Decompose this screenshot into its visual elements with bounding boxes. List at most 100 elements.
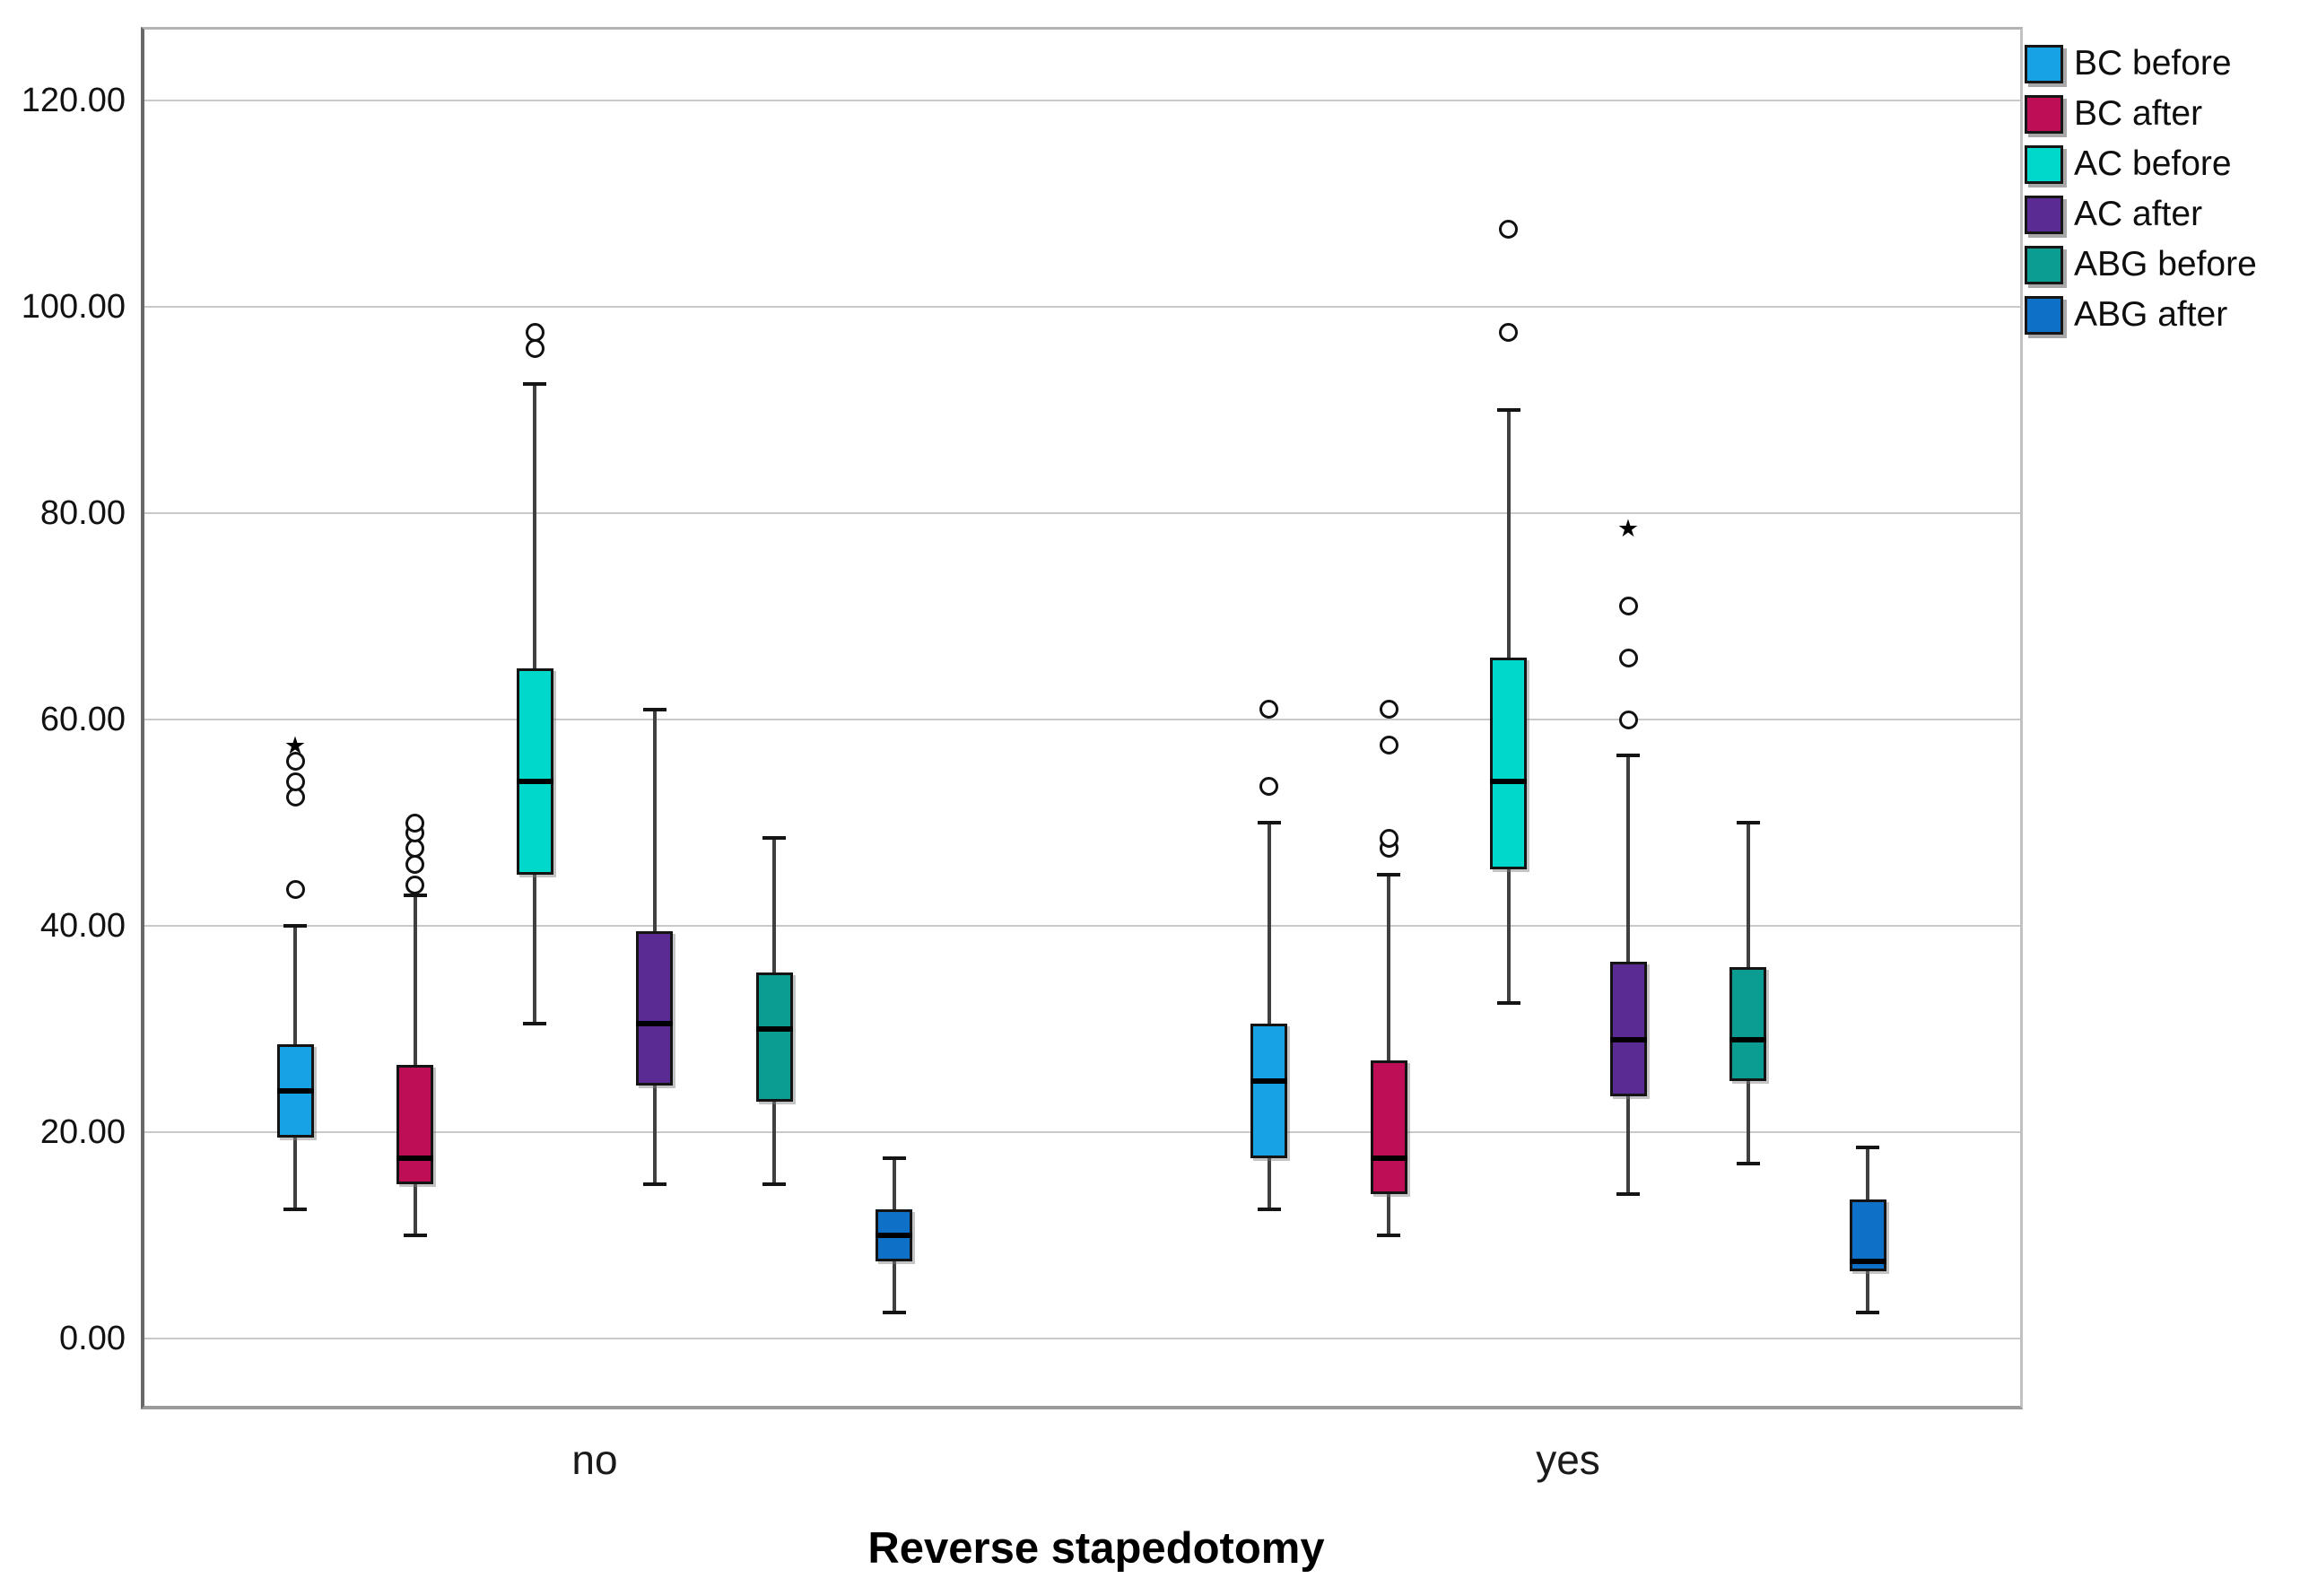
- whisker-cap-low-ac-before-yes: [1496, 1001, 1520, 1006]
- box-abg-before-no: [755, 972, 793, 1102]
- extreme-ac-after-yes-78.5: ★: [1616, 515, 1640, 543]
- ytick-label-100: 100.00: [21, 288, 126, 326]
- median-abg-before-yes: [1729, 1036, 1766, 1042]
- whisker-upper-abg-after-yes: [1866, 1147, 1869, 1199]
- box-ac-before-yes: [1490, 658, 1527, 869]
- whisker-lower-bc-after-yes: [1387, 1194, 1390, 1235]
- whisker-cap-low-bc-before-yes: [1257, 1208, 1281, 1212]
- outlier-bc-before-yes-61: [1259, 700, 1278, 719]
- median-abg-after-yes: [1849, 1258, 1886, 1264]
- whisker-cap-high-ac-before-yes: [1496, 408, 1520, 412]
- median-ac-before-no: [516, 779, 553, 784]
- gridline-100: [144, 306, 2020, 308]
- outlier-ac-before-yes-107.5: [1499, 220, 1518, 240]
- plot-area: [141, 27, 2023, 1409]
- whisker-upper-bc-before-yes: [1267, 823, 1271, 1025]
- whisker-upper-bc-before-no: [293, 926, 297, 1045]
- whisker-cap-low-bc-before-no: [283, 1208, 307, 1212]
- median-abg-after-no: [876, 1233, 912, 1238]
- ytick-label-40: 40.00: [39, 907, 126, 945]
- legend-swatch-bc-before: [2025, 45, 2063, 83]
- box-bc-after-yes: [1370, 1060, 1407, 1194]
- ytick-label-20: 20.00: [39, 1113, 126, 1151]
- outlier-bc-after-no-44: [405, 875, 424, 894]
- legend-swatch-bc-after: [2025, 95, 2063, 134]
- ytick-label-120: 120.00: [21, 82, 126, 119]
- outlier-bc-after-no-50: [405, 813, 424, 833]
- x-category-yes: yes: [1536, 1436, 1600, 1483]
- whisker-upper-abg-after-no: [892, 1157, 896, 1210]
- outlier-ac-after-yes-71: [1618, 597, 1638, 615]
- whisker-lower-ac-before-yes: [1506, 868, 1511, 1004]
- gridline-20: [144, 1131, 2020, 1133]
- gridline-40: [144, 925, 2020, 927]
- legend-label-bc-after: BC after: [2074, 94, 2203, 133]
- whisker-lower-abg-before-no: [772, 1101, 776, 1184]
- whisker-upper-abg-before-no: [772, 838, 776, 972]
- legend-label-abg-before: ABG before: [2074, 245, 2257, 283]
- whisker-cap-low-abg-after-yes: [1856, 1311, 1879, 1315]
- box-ac-before-no: [516, 667, 553, 875]
- legend-swatch-ac-before: [2025, 145, 2063, 184]
- whisker-cap-high-ac-before-no: [523, 382, 546, 387]
- legend-label-abg-after: ABG after: [2074, 295, 2228, 334]
- whisker-cap-high-abg-before-no: [762, 836, 786, 841]
- whisker-lower-abg-after-yes: [1866, 1271, 1869, 1313]
- whisker-upper-ac-before-no: [533, 384, 536, 668]
- whisker-cap-low-abg-before-no: [762, 1182, 786, 1186]
- ytick-label-60: 60.00: [39, 701, 126, 738]
- outlier-bc-after-yes-61: [1379, 700, 1398, 719]
- ytick-label-80: 80.00: [39, 494, 126, 532]
- box-ac-after-yes: [1609, 962, 1647, 1096]
- outlier-bc-before-no-56: [285, 751, 305, 771]
- median-bc-before-yes: [1250, 1077, 1287, 1084]
- whisker-cap-high-bc-after-no: [403, 893, 427, 897]
- whisker-cap-high-bc-after-yes: [1377, 872, 1400, 876]
- legend-swatch-ac-after: [2025, 196, 2063, 234]
- outlier-bc-after-yes-48.5: [1379, 828, 1398, 848]
- box-bc-before-yes: [1250, 1024, 1287, 1158]
- whisker-lower-bc-after-no: [413, 1183, 417, 1235]
- outlier-bc-before-no-54: [285, 772, 305, 791]
- whisker-cap-low-bc-after-yes: [1377, 1234, 1400, 1237]
- whisker-lower-abg-before-yes: [1746, 1080, 1750, 1164]
- whisker-cap-low-bc-after-no: [403, 1234, 427, 1237]
- whisker-lower-ac-before-no: [533, 874, 536, 1025]
- outlier-bc-before-no-43.5: [285, 880, 305, 900]
- whisker-upper-bc-after-no: [413, 894, 417, 1066]
- whisker-cap-low-abg-before-yes: [1736, 1161, 1760, 1165]
- whisker-lower-ac-after-yes: [1626, 1095, 1630, 1194]
- box-abg-before-yes: [1729, 967, 1766, 1081]
- box-bc-after-no: [396, 1065, 433, 1184]
- outlier-ac-before-yes-97.5: [1499, 323, 1518, 343]
- median-ac-after-no: [636, 1021, 673, 1027]
- extreme-bc-before-no-57.5: ★: [283, 731, 307, 759]
- whisker-upper-ac-after-yes: [1626, 755, 1630, 963]
- whisker-upper-ac-before-yes: [1506, 410, 1511, 658]
- whisker-cap-low-ac-after-yes: [1616, 1192, 1640, 1196]
- outlier-bc-after-yes-57.5: [1379, 736, 1398, 755]
- whisker-cap-high-abg-before-yes: [1736, 821, 1760, 824]
- whisker-lower-ac-after-no: [652, 1086, 657, 1184]
- outlier-bc-before-yes-53.5: [1259, 777, 1278, 797]
- whisker-cap-high-bc-before-yes: [1257, 821, 1281, 824]
- gridline-80: [144, 512, 2020, 514]
- median-bc-before-no: [276, 1088, 314, 1094]
- whisker-cap-high-abg-after-no: [882, 1156, 906, 1160]
- whisker-cap-high-ac-after-yes: [1616, 754, 1640, 758]
- median-bc-after-no: [396, 1155, 433, 1161]
- median-ac-after-yes: [1609, 1036, 1647, 1042]
- legend-label-ac-after: AC after: [2074, 195, 2203, 233]
- median-ac-before-yes: [1490, 779, 1527, 784]
- outlier-ac-after-yes-66: [1618, 648, 1638, 667]
- x-category-no: no: [571, 1436, 618, 1483]
- whisker-cap-high-bc-before-no: [283, 924, 307, 928]
- whisker-upper-ac-after-no: [652, 709, 657, 931]
- median-abg-before-no: [755, 1026, 793, 1032]
- whisker-cap-high-abg-after-yes: [1856, 1146, 1879, 1150]
- box-ac-after-no: [636, 930, 673, 1086]
- whisker-lower-abg-after-no: [892, 1260, 896, 1313]
- x-axis-title: Reverse stapedotomy: [867, 1524, 1325, 1573]
- gridline-0: [144, 1338, 2020, 1339]
- legend-swatch-abg-after: [2025, 296, 2063, 335]
